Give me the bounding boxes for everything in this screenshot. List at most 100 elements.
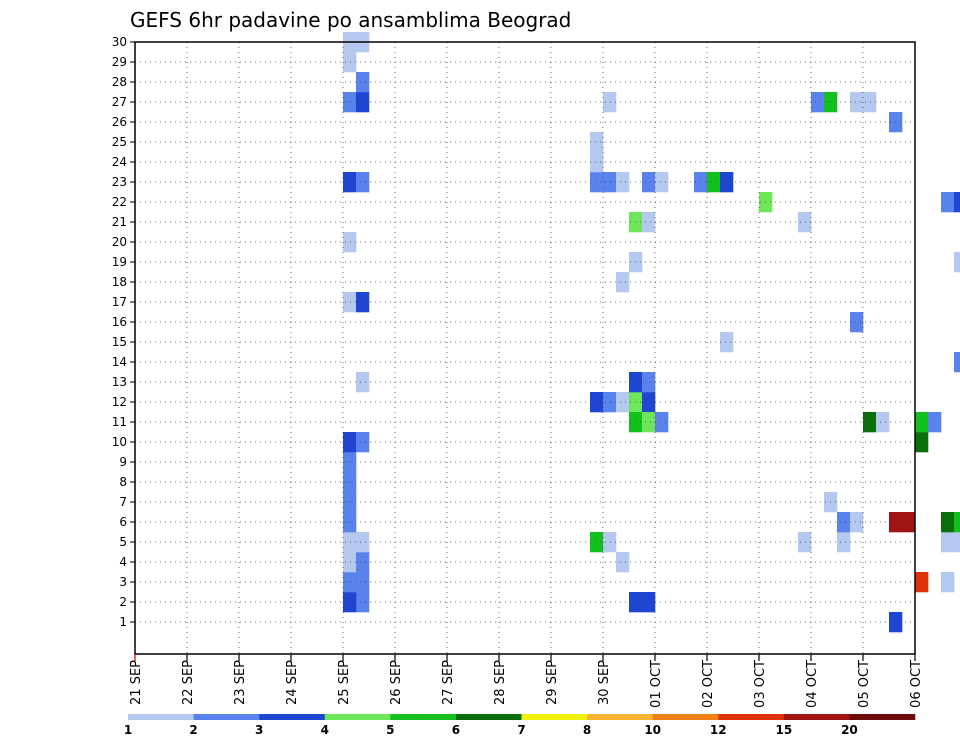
heatmap-cell	[941, 192, 955, 213]
heatmap-cell	[642, 392, 656, 413]
heatmap-cell	[798, 532, 812, 553]
heatmap-cell	[343, 432, 357, 453]
heatmap-cell	[356, 592, 370, 613]
legend-label: 1	[124, 723, 132, 737]
legend-label: 8	[583, 723, 591, 737]
legend-swatch	[324, 714, 391, 720]
heatmap-cell	[356, 532, 370, 553]
y-tick-label: 10	[112, 435, 127, 449]
y-tick-label: 28	[112, 75, 127, 89]
y-tick-label: 26	[112, 115, 127, 129]
heatmap-cell	[603, 92, 617, 113]
heatmap-cell	[343, 492, 357, 513]
heatmap-cell	[343, 232, 357, 253]
heatmap-cell	[655, 412, 669, 433]
heatmap-cell	[603, 392, 617, 413]
legend-swatch	[652, 714, 719, 720]
legend-swatch	[390, 714, 457, 720]
heatmap-cell	[798, 212, 812, 233]
heatmap-cell	[356, 92, 370, 113]
heatmap-cell	[876, 412, 890, 433]
heatmap-cell	[356, 572, 370, 593]
y-tick-label: 29	[112, 55, 127, 69]
y-tick-label: 19	[112, 255, 127, 269]
y-axis-ticks: 1234567891011121314151617181920212223242…	[112, 35, 135, 629]
heatmap-cell	[850, 512, 864, 533]
legend-label: 3	[255, 723, 263, 737]
heatmap-cell	[915, 572, 929, 593]
y-tick-label: 15	[112, 335, 127, 349]
heatmap-cell	[863, 92, 877, 113]
y-tick-label: 4	[119, 555, 127, 569]
x-tick-label: 04 OCT	[805, 660, 820, 708]
heatmap-cell	[343, 52, 357, 73]
heatmap-cell	[642, 592, 656, 613]
heatmap-cell	[616, 552, 630, 573]
heatmap-cell	[642, 172, 656, 193]
heatmap-cell	[837, 532, 851, 553]
heatmap-cell	[343, 592, 357, 613]
legend-swatch	[849, 714, 916, 720]
legend-swatch	[455, 714, 522, 720]
heatmap-cell	[928, 412, 942, 433]
chart-title: GEFS 6hr padavine po ansamblima Beograd	[130, 8, 571, 32]
x-tick-label: 02 OCT	[701, 660, 716, 708]
y-tick-label: 2	[119, 595, 127, 609]
heatmap-cell	[590, 132, 604, 153]
heatmap-cell	[863, 412, 877, 433]
legend-label: 15	[775, 723, 792, 737]
x-tick-label: 28 SEP	[493, 660, 508, 705]
y-tick-label: 30	[112, 35, 127, 49]
legend-label: 2	[189, 723, 197, 737]
heatmap-cell	[941, 572, 955, 593]
heatmap-cell	[915, 432, 929, 453]
heatmap-cell	[642, 212, 656, 233]
legend-label: 4	[321, 723, 329, 737]
y-tick-label: 3	[119, 575, 127, 589]
legend-swatch	[783, 714, 850, 720]
legend-swatch	[193, 714, 260, 720]
heatmap-cell	[616, 392, 630, 413]
legend-label: 10	[644, 723, 661, 737]
heatmap-cell	[343, 92, 357, 113]
x-tick-label: 03 OCT	[753, 660, 768, 708]
heatmap-cell	[343, 572, 357, 593]
heatmap-cell	[954, 532, 960, 553]
heatmap-cell	[902, 512, 916, 533]
legend-label: 12	[710, 723, 727, 737]
heatmap-cell	[616, 272, 630, 293]
heatmap-cell	[941, 532, 955, 553]
x-tick-label: 21 SEP	[129, 660, 144, 705]
legend-swatch	[259, 714, 326, 720]
y-tick-label: 14	[112, 355, 127, 369]
heatmap-cell	[811, 92, 825, 113]
heatmap-cell	[343, 532, 357, 553]
heatmap-cell	[616, 172, 630, 193]
legend-label: 20	[841, 723, 858, 737]
heatmap-cell	[720, 172, 734, 193]
x-tick-label: 29 SEP	[545, 660, 560, 705]
heatmap-cell	[590, 152, 604, 173]
x-tick-label: 01 OCT	[649, 660, 664, 708]
heatmap-cell	[356, 292, 370, 313]
heatmap-cell	[343, 472, 357, 493]
legend-swatch	[521, 714, 588, 720]
heatmap-cell	[590, 392, 604, 413]
y-tick-label: 7	[119, 495, 127, 509]
heatmap-cell	[343, 452, 357, 473]
y-tick-label: 17	[112, 295, 127, 309]
heatmap-cell	[954, 512, 960, 533]
heatmap-cell	[720, 332, 734, 353]
heatmap-cell	[837, 512, 851, 533]
heatmap-cell	[356, 552, 370, 573]
heatmap-cell	[356, 172, 370, 193]
legend-swatch	[128, 714, 194, 720]
heatmap-cell	[603, 172, 617, 193]
heatmap-cell	[356, 432, 370, 453]
dotted-grid	[135, 41, 915, 654]
heatmap-cell	[356, 72, 370, 93]
heatmap-cell	[343, 512, 357, 533]
legend-label: 7	[517, 723, 525, 737]
color-legend: 1 2 3 4 5 6 7 8 10 12 15 20	[124, 714, 916, 737]
